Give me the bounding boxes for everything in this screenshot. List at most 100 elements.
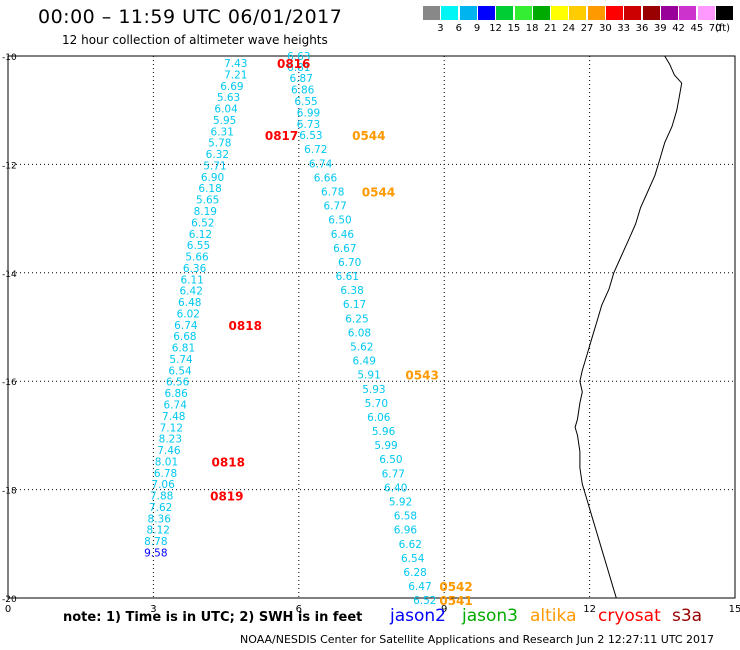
legend-label: 6 xyxy=(455,23,462,34)
wave-height-value: 8.19 xyxy=(194,206,217,218)
legend-swatch xyxy=(441,6,459,20)
legend-swatch xyxy=(532,6,550,20)
wave-height-value: 6.78 xyxy=(154,468,177,480)
wave-height-value: 6.11 xyxy=(180,274,203,286)
credit-line: NOAA/NESDIS Center for Satellite Applica… xyxy=(240,633,715,646)
wave-height-value: 6.52 xyxy=(413,595,436,607)
pass-time-label: 0541 xyxy=(439,594,472,608)
wave-height-value: 5.74 xyxy=(169,354,193,366)
wave-height-value: 8.01 xyxy=(155,456,178,468)
y-tick-label: -10 xyxy=(2,53,17,63)
legend-swatch xyxy=(496,6,514,20)
satellite-legend-item: jason3 xyxy=(462,606,518,626)
wave-height-value: 6.67 xyxy=(333,243,356,255)
legend-swatch xyxy=(551,6,569,20)
wave-height-value: 5.93 xyxy=(362,384,385,396)
legend-swatch xyxy=(477,6,495,20)
legend-label: 39 xyxy=(653,23,667,34)
legend-label: 70 xyxy=(708,23,722,34)
legend-label: 24 xyxy=(562,23,576,34)
wave-height-value: 6.25 xyxy=(345,313,368,325)
wave-height-value: 5.63 xyxy=(217,92,240,104)
satellite-legend-item: altika xyxy=(530,606,577,626)
wave-height-value: 6.99 xyxy=(297,107,320,119)
legend-label: 9 xyxy=(473,23,481,34)
y-tick-label: -20 xyxy=(2,595,17,605)
wave-height-value: 6.48 xyxy=(178,297,201,309)
wave-height-value: 5.62 xyxy=(350,342,373,354)
wave-height-value: 6.96 xyxy=(394,525,418,537)
wave-height-value: 6.52 xyxy=(191,217,214,229)
wave-height-value: 6.08 xyxy=(348,327,371,339)
legend-swatch xyxy=(514,6,532,20)
legend-label: 42 xyxy=(672,23,685,34)
plot-frame xyxy=(7,55,736,599)
legend-swatch xyxy=(423,6,440,20)
wave-height-value: 6.77 xyxy=(382,468,405,480)
wave-height-value: 6.36 xyxy=(183,263,207,275)
legend-swatch xyxy=(660,6,678,20)
wave-height-value: 7.46 xyxy=(157,445,181,457)
wave-height-value: 6.17 xyxy=(343,299,366,311)
wave-height-value: 5.91 xyxy=(357,370,380,382)
wave-height-value: 6.90 xyxy=(201,172,224,184)
x-tick-label: 0 xyxy=(5,604,11,615)
wave-height-value: 6.56 xyxy=(166,377,190,389)
wave-height-value: 6.04 xyxy=(214,104,238,116)
pass-time-label: 0817 xyxy=(265,129,298,143)
wave-height-value: 5.96 xyxy=(372,426,396,438)
wave-height-value: 6.81 xyxy=(172,343,195,355)
y-tick-label: -16 xyxy=(2,378,17,388)
wave-height-value: 6.63 xyxy=(287,51,310,63)
wave-height-value: 6.55 xyxy=(187,240,210,252)
wave-height-value: 6.62 xyxy=(399,539,422,551)
wave-height-value: 6.77 xyxy=(323,201,346,213)
wave-height-value: 7.43 xyxy=(224,58,247,70)
wave-height-value: 6.74 xyxy=(309,158,333,170)
wave-height-value: 6.86 xyxy=(164,388,188,400)
wave-height-value: 7.21 xyxy=(224,69,247,81)
wave-height-value: 6.70 xyxy=(338,257,361,269)
wave-height-value: 6.58 xyxy=(394,511,417,523)
wave-height-value: 6.78 xyxy=(321,187,344,199)
wave-height-value: 6.38 xyxy=(340,285,363,297)
y-tick-label: -12 xyxy=(2,161,17,171)
wave-height-value: 6.87 xyxy=(290,73,313,85)
x-tick-label: 12 xyxy=(583,604,596,615)
wave-height-value: 5.66 xyxy=(185,252,209,264)
legend-swatch xyxy=(587,6,605,20)
legend-label: 30 xyxy=(599,23,612,34)
wave-height-value: 6.50 xyxy=(328,215,351,227)
wave-height-value: 6.74 xyxy=(164,400,188,412)
pass-time-label: 0542 xyxy=(439,580,472,594)
pass-time-label: 0816 xyxy=(277,57,310,71)
legend-swatch xyxy=(679,6,697,20)
wave-height-value: 6.18 xyxy=(198,183,221,195)
wave-height-value: 5.95 xyxy=(213,115,236,127)
wave-height-value: 6.40 xyxy=(384,482,407,494)
wave-height-value: 6.12 xyxy=(189,229,212,241)
wave-height-value: 6.32 xyxy=(206,149,229,161)
wave-height-value: 7.06 xyxy=(151,479,175,491)
pass-time-label: 0818 xyxy=(229,319,262,333)
wave-height-value: 6.50 xyxy=(379,454,402,466)
footer-note: note: 1) Time is in UTC; 2) SWH is in fe… xyxy=(63,610,363,625)
x-tick-label: 6 xyxy=(296,604,302,615)
wave-height-value: 5.99 xyxy=(374,440,397,452)
legend-label: 12 xyxy=(489,23,502,34)
wave-height-value: 8.23 xyxy=(159,434,182,446)
wave-height-value: 6.53 xyxy=(299,130,322,142)
wave-height-value: 6.54 xyxy=(168,365,192,377)
wave-height-value: 5.65 xyxy=(196,195,219,207)
pass-time-label: 0544 xyxy=(362,186,395,200)
wave-height-value: 5.70 xyxy=(365,398,388,410)
legend-label: 3 xyxy=(437,23,444,34)
wave-height-value: 6.66 xyxy=(314,172,338,184)
wave-height-value: 6.86 xyxy=(291,85,315,97)
wave-height-value: 6.55 xyxy=(294,96,317,108)
pass-time-label: 0543 xyxy=(405,369,438,383)
pass-time-label: 0819 xyxy=(210,490,243,504)
wave-height-value: 6.49 xyxy=(353,356,376,368)
pass-time-label: 0818 xyxy=(212,455,245,469)
